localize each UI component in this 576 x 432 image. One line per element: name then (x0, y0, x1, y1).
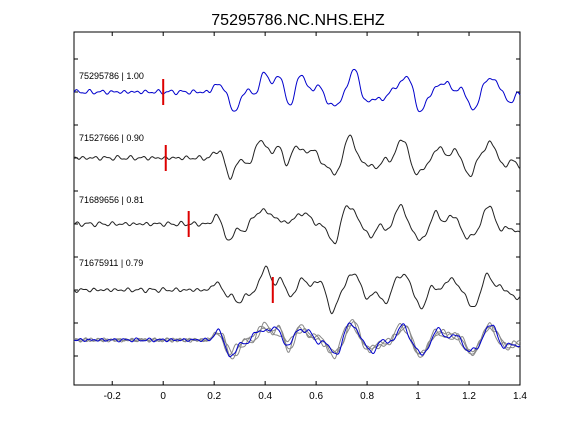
chart-title: 75295786.NC.NHS.EHZ (211, 12, 385, 29)
x-tick-label: 1.2 (462, 391, 476, 402)
trace-labels: 75295786 | 1.00 71527666 | 0.90 71689656 |… (79, 71, 144, 268)
trace-label: 71527666 | 0.90 (79, 133, 144, 143)
trace-label: 75295786 | 1.00 (79, 71, 144, 81)
axis-ticks: -0.2 0 0.2 0.4 0.6 0.8 1 1.2 1.4 (74, 32, 527, 402)
waveform-trace (73, 204, 521, 245)
x-tick-label: 0.4 (258, 391, 272, 402)
x-tick-label: 0 (160, 391, 166, 402)
waveform-traces (73, 68, 521, 315)
x-tick-label: 1 (415, 391, 421, 402)
trace-label: 71689656 | 0.81 (79, 195, 144, 205)
trace-label: 71675911 | 0.79 (79, 258, 143, 268)
overlay-trace (74, 322, 521, 358)
overlay-trace (73, 318, 521, 360)
x-tick-label: 1.4 (513, 391, 527, 402)
x-tick-label: 0.6 (309, 391, 323, 402)
x-tick-label: 0.8 (360, 391, 374, 402)
pick-markers (162, 79, 274, 303)
waveform-trace (73, 134, 521, 181)
plot-frame (73, 31, 521, 386)
overlay-traces (73, 318, 521, 360)
waveform-trace (73, 68, 521, 113)
x-tick-label: 0.2 (207, 391, 221, 402)
x-tick-label: -0.2 (104, 391, 122, 402)
waveform-trace (73, 265, 521, 315)
